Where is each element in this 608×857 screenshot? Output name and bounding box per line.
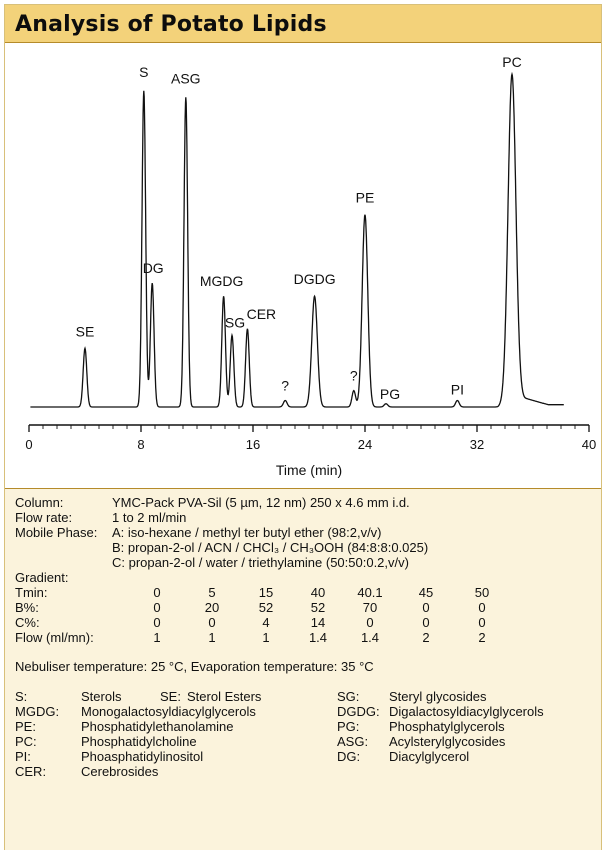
legend-name: Acylsterylglycosides <box>389 734 506 749</box>
gradient-cell: 20 <box>204 600 220 615</box>
gradient-row-label: C%: <box>15 615 40 630</box>
gradient-cell: 1.4 <box>360 630 380 645</box>
gradient-cell: 0 <box>422 615 430 630</box>
legend-name: Sterols <box>81 689 122 704</box>
legend-abbreviation: PG: <box>337 719 360 734</box>
legend-name: Sterol Esters <box>187 689 262 704</box>
legend-abbreviation: DG: <box>337 749 361 764</box>
gradient-cell: 52 <box>258 600 274 615</box>
legend-abbreviation: DGDG: <box>337 704 380 719</box>
x-tick-label: 32 <box>470 437 484 452</box>
gradient-label: Gradient: <box>15 570 69 585</box>
gradient-cell: 0 <box>478 615 486 630</box>
legend-name: Monogalactosyldiacylglycerols <box>81 704 256 719</box>
gradient-row-label: B%: <box>15 600 39 615</box>
gradient-cell: 14 <box>310 615 326 630</box>
chromatogram: SE S DG ASG MGDG SG CER? DGDG? PE PG PI PC 0 8 16 24 32 4… <box>5 43 601 488</box>
column-label: Column: <box>15 495 64 510</box>
legend-abbreviation: PE: <box>15 719 36 734</box>
peak-label: S <box>139 64 148 80</box>
legend-name: Phosphatidylcholine <box>81 734 197 749</box>
gradient-row-label: Tmin: <box>15 585 48 600</box>
legend-abbreviation: SE: <box>160 689 181 704</box>
x-tick-label: 0 <box>25 437 32 452</box>
x-tick-label: 40 <box>582 437 596 452</box>
gradient-cell: 0 <box>153 615 161 630</box>
gradient-cell: 0 <box>422 600 430 615</box>
gradient-cell: 40 <box>310 585 326 600</box>
legend-abbreviation: PI: <box>15 749 31 764</box>
gradient-cell: 1 <box>208 630 216 645</box>
chromatogram-trace <box>30 71 564 408</box>
gradient-cell: 45 <box>418 585 434 600</box>
method-details: Column: YMC-Pack PVA-Sil (5 µm, 12 nm) 2… <box>5 488 601 850</box>
gradient-cell: 0 <box>478 600 486 615</box>
gradient-cell: 5 <box>208 585 216 600</box>
gradient-cell: 1.4 <box>308 630 328 645</box>
legend-name: Steryl glycosides <box>389 689 487 704</box>
gradient-cell: 1 <box>153 630 161 645</box>
gradient-cell: 50 <box>474 585 490 600</box>
gradient-cell: 0 <box>153 585 161 600</box>
x-axis-label: Time (min) <box>276 462 342 478</box>
x-tick-label: 24 <box>358 437 372 452</box>
legend-abbreviation: S: <box>15 689 28 704</box>
mobile-phase-a: A: iso-hexane / methyl ter butyl ether (… <box>112 525 382 540</box>
legend-abbreviation: PC: <box>15 734 37 749</box>
gradient-cell: 0 <box>208 615 216 630</box>
peak-label: PC <box>502 54 521 70</box>
legend-name: Cerebrosides <box>81 764 159 779</box>
legend-name: Phosphatidylethanolamine <box>81 719 234 734</box>
mobile-phase-label: Mobile Phase: <box>15 525 98 540</box>
peak-label: DGDG <box>294 271 336 287</box>
gradient-cell: 52 <box>310 600 326 615</box>
gradient-cell: 40.1 <box>357 585 383 600</box>
title-bar: Analysis of Potato Lipids <box>5 5 601 43</box>
legend-abbreviation: ASG: <box>337 734 369 749</box>
legend-name: Phosphatylglycerols <box>389 719 505 734</box>
peak-label: CER <box>247 306 277 322</box>
gradient-row-label: Flow (ml/mn): <box>15 630 94 645</box>
figure-card: Analysis of Potato Lipids SE S DG ASG MGDG SG… <box>4 4 602 850</box>
legend-name: Phoasphatidylinositol <box>81 749 204 764</box>
x-tick-label: 8 <box>137 437 144 452</box>
legend-abbreviation: MGDG: <box>15 704 60 719</box>
gradient-cell: 4 <box>262 615 270 630</box>
legend-abbreviation: SG: <box>337 689 360 704</box>
mobile-phase-b: B: propan-2-ol / ACN / CHCl₃ / CH₃OOH (8… <box>112 540 429 555</box>
figure-title: Analysis of Potato Lipids <box>15 12 327 37</box>
gradient-cell: 2 <box>422 630 430 645</box>
peak-label: SG <box>225 314 245 330</box>
gradient-cell: 1 <box>262 630 270 645</box>
temperature-text: Nebuliser temperature: 25 °C, Evaporatio… <box>15 659 374 674</box>
peak-label: SE <box>76 323 95 339</box>
peak-label: ? <box>350 368 358 384</box>
gradient-cell: 15 <box>258 585 274 600</box>
peak-label: PE <box>356 190 375 206</box>
peak-label: DG <box>143 260 164 276</box>
gradient-cell: 70 <box>362 600 378 615</box>
gradient-cell: 2 <box>478 630 486 645</box>
legend-abbreviation: CER: <box>15 764 47 779</box>
gradient-cell: 0 <box>153 600 161 615</box>
mobile-phase-c: C: propan-2-ol / water / triethylamine (… <box>112 555 409 570</box>
gradient-cell: 0 <box>366 615 374 630</box>
flow-label: Flow rate: <box>15 510 73 525</box>
peak-label: ASG <box>171 70 201 86</box>
legend-name: Diacylglycerol <box>389 749 470 764</box>
peak-label: PG <box>380 386 400 402</box>
peak-label: ? <box>281 378 289 394</box>
column-value: YMC-Pack PVA-Sil (5 µm, 12 nm) 250 x 4.6… <box>112 495 410 510</box>
x-tick-label: 16 <box>246 437 260 452</box>
legend-name: Digalactosyldiacylglycerols <box>389 704 544 719</box>
peak-label: PI <box>451 382 464 398</box>
flow-value: 1 to 2 ml/min <box>112 510 187 525</box>
peak-label: MGDG <box>200 273 244 289</box>
